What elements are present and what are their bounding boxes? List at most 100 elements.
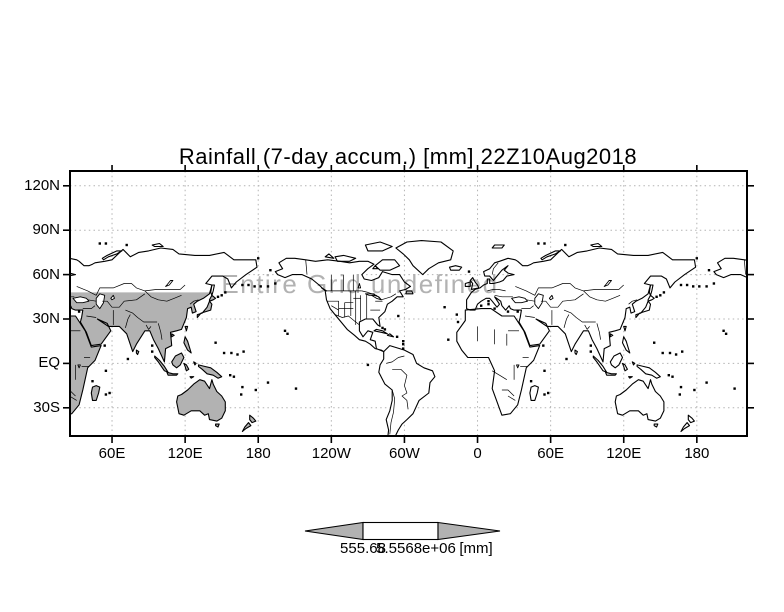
island-dot [151, 350, 154, 353]
island-dot [402, 340, 405, 343]
island-dot [236, 353, 239, 356]
x-tick-label: 120E [606, 445, 642, 462]
island-dot [662, 291, 666, 294]
country-border [54, 371, 69, 380]
island-dot [659, 294, 662, 297]
country-border [87, 299, 97, 302]
coastline-svalbard [54, 245, 66, 248]
island-dot [257, 257, 260, 260]
country-border [584, 324, 590, 330]
island-dot [397, 314, 400, 318]
coastline-sakhalin [210, 284, 215, 296]
island-dot [104, 242, 108, 245]
coastline-australia [176, 379, 226, 422]
coastline-nz-south [241, 422, 252, 433]
colorbar-mid-segment [362, 521, 439, 541]
island-dot [693, 388, 696, 392]
x-tick-label: 120E [167, 445, 203, 462]
land-fill-svalbard [492, 245, 505, 248]
coastline-sakhalin [648, 284, 654, 296]
country-border [492, 370, 507, 380]
island-dot [506, 310, 510, 313]
island-dot [705, 285, 708, 288]
island-dot [589, 344, 592, 347]
island-dot [222, 351, 226, 355]
coastline-victoria-island [334, 254, 357, 262]
land-fill-greenland [395, 240, 454, 275]
coastline-sulawesi [621, 362, 628, 372]
coastline-new-guinea [636, 364, 661, 379]
island-dot [266, 285, 270, 288]
lake-outline-lake-victoria [77, 364, 81, 369]
coastline-cuba [373, 328, 388, 335]
x-tick-label: 180 [245, 445, 271, 462]
land-fill-north-america [713, 258, 747, 278]
island-dot [589, 350, 592, 353]
lake-outline-black-sea [72, 296, 90, 304]
country-border [86, 315, 97, 318]
y-tick-label: EQ [38, 354, 60, 372]
lake-outline-caspian-sea [95, 293, 106, 310]
island-dot [543, 369, 546, 372]
land-fill-ireland [27, 282, 32, 286]
coastline-ireland [464, 281, 471, 287]
island-dot [537, 242, 540, 245]
plot-title: Rainfall (7-day accum.) [mm] 22Z10Aug201… [178, 144, 638, 169]
island-dot [733, 387, 736, 390]
island-dot [9, 339, 11, 341]
country-border [344, 302, 354, 318]
land-fill-ellesmere [365, 242, 393, 251]
country-border [765, 301, 777, 316]
country-border [361, 290, 397, 301]
island-dot [108, 391, 111, 395]
country-border [389, 389, 396, 435]
lake-outline-aral-sea [548, 294, 554, 301]
country-border [743, 259, 746, 275]
coastline-south-america [378, 345, 436, 436]
land-fill-banks-island [325, 253, 334, 259]
coastline-uk [469, 277, 480, 290]
coastline-sumatra [154, 355, 169, 373]
country-border [125, 314, 131, 328]
island-dot [266, 381, 270, 384]
island-dot [283, 329, 287, 332]
island-dot [565, 357, 568, 361]
coastline-philippines [621, 336, 631, 354]
colorbar-left-arrow [304, 521, 364, 541]
island-dot [294, 387, 298, 390]
island-dot [456, 320, 460, 324]
land-fill-svalbard [54, 245, 66, 248]
island-dot [104, 369, 108, 372]
land-fill-new-guinea [637, 364, 661, 379]
colorbar-right-value: 5.5568e+06 [376, 540, 456, 557]
coastline-novaya-zemlya [540, 250, 561, 261]
island-dot [269, 269, 272, 272]
coastline-sri-lanka [135, 349, 140, 356]
colorbar-right-arrow [437, 521, 501, 541]
coastline-ireland [27, 282, 32, 286]
country-border [507, 395, 516, 401]
coastline-timor [628, 376, 633, 379]
map-layers: Entire Grid undefined [9, 171, 777, 436]
country-border [491, 262, 499, 275]
coastline-tasmania [653, 423, 659, 428]
coastline-africa [70, 315, 102, 415]
x-tick-label: 0 [473, 445, 482, 462]
land-fill-hokkaido [648, 295, 655, 302]
gray-shade-layer [70, 292, 256, 432]
island-dot [564, 243, 567, 247]
island-dot [41, 305, 43, 307]
coastline-iceland [448, 265, 463, 271]
coastline-timor [189, 376, 195, 379]
coastline-novaya-zemlya [101, 250, 123, 261]
island-dot [254, 388, 257, 392]
island-dot [443, 306, 446, 309]
island-dot [214, 341, 217, 344]
land-fill-ireland [465, 282, 471, 287]
lake-outline-lake-victoria [516, 364, 520, 369]
coastline-eurasia [70, 247, 258, 363]
coastline-southampton [372, 265, 379, 270]
plot-frame [69, 170, 748, 437]
island-dot [695, 257, 698, 260]
